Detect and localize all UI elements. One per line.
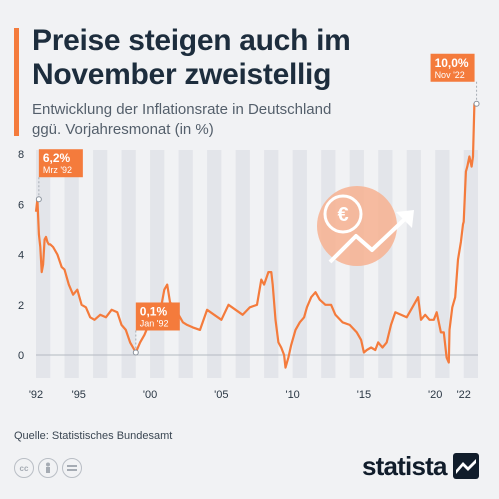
- rising-arrow-line: [328, 214, 410, 264]
- y-tick-label: 6: [18, 199, 24, 211]
- x-tick-label: '15: [357, 389, 371, 401]
- annotation-value: 0,1%: [140, 304, 168, 318]
- euro-glyph: €: [337, 204, 348, 226]
- annotation-value: 10,0%: [435, 56, 469, 70]
- annotation-date: Nov '22: [435, 70, 465, 80]
- annotation-point: [473, 100, 480, 107]
- x-tick-label: '95: [72, 389, 86, 401]
- subtitle-line-1: Entwicklung der Inflationsrate in Deutsc…: [32, 101, 332, 118]
- year-stripe: [235, 150, 250, 378]
- x-tick-label: '20: [428, 389, 442, 401]
- chart-subtitle: Entwicklung der Inflationsrate in Deutsc…: [32, 100, 472, 140]
- annotation-date: Jan '92: [140, 318, 169, 328]
- year-stripe: [93, 150, 108, 378]
- annotation-date: Mrz '92: [43, 165, 72, 175]
- inflation-series-line: [34, 102, 476, 369]
- year-stripe: [435, 150, 450, 378]
- y-tick-label: 2: [18, 300, 24, 312]
- person-icon: [38, 458, 58, 478]
- year-stripe: [463, 150, 478, 378]
- x-tick-label: '05: [214, 389, 228, 401]
- year-stripe: [121, 150, 136, 378]
- page-title: Preise steigen auch im November zweistel…: [32, 24, 351, 91]
- year-stripe: [321, 150, 336, 378]
- year-stripe: [207, 150, 222, 378]
- annotation-value: 6,2%: [43, 151, 71, 165]
- annotation-point: [35, 196, 42, 203]
- year-stripe: [178, 150, 193, 378]
- equals-icon: [62, 458, 82, 478]
- brand-name: statista: [362, 451, 447, 481]
- year-stripe: [150, 150, 165, 378]
- year-stripe: [292, 150, 307, 378]
- year-stripe: [406, 150, 421, 378]
- euro-coin: [323, 194, 363, 234]
- y-tick-label: 0: [18, 350, 24, 362]
- year-stripe: [64, 150, 79, 378]
- rising-arrow-head: [396, 210, 414, 228]
- year-stripe: [264, 150, 279, 378]
- y-tick-label: 8: [18, 149, 24, 161]
- subtitle-line-2: ggü. Vorjahresmonat (in %): [32, 121, 214, 138]
- annotation-box: [135, 302, 180, 331]
- x-tick-label: '92: [29, 389, 43, 401]
- x-tick-label: '22: [457, 389, 471, 401]
- title-accent-bar: [14, 28, 19, 136]
- annotation-box: [430, 53, 475, 82]
- euro-rising-arrow-icon: €: [317, 186, 414, 266]
- source-note: Quelle: Statistisches Bundesamt: [14, 430, 173, 442]
- annotation-point: [132, 349, 139, 356]
- cc-icon: cc: [14, 458, 34, 478]
- x-tick-label: '00: [143, 389, 157, 401]
- annotation-box: [38, 149, 83, 178]
- statista-logo[interactable]: statista: [362, 452, 479, 480]
- statista-logo-icon: [452, 453, 479, 479]
- license-icons: cc: [14, 458, 82, 478]
- y-tick-label: 4: [18, 250, 24, 262]
- x-tick-label: '10: [285, 389, 299, 401]
